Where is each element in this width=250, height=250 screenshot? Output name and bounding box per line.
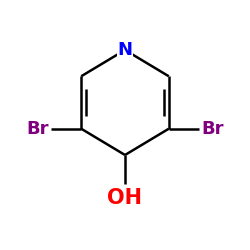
Text: OH: OH: [108, 188, 142, 208]
Text: Br: Br: [201, 120, 224, 138]
Text: N: N: [118, 41, 132, 59]
Text: Br: Br: [26, 120, 49, 138]
